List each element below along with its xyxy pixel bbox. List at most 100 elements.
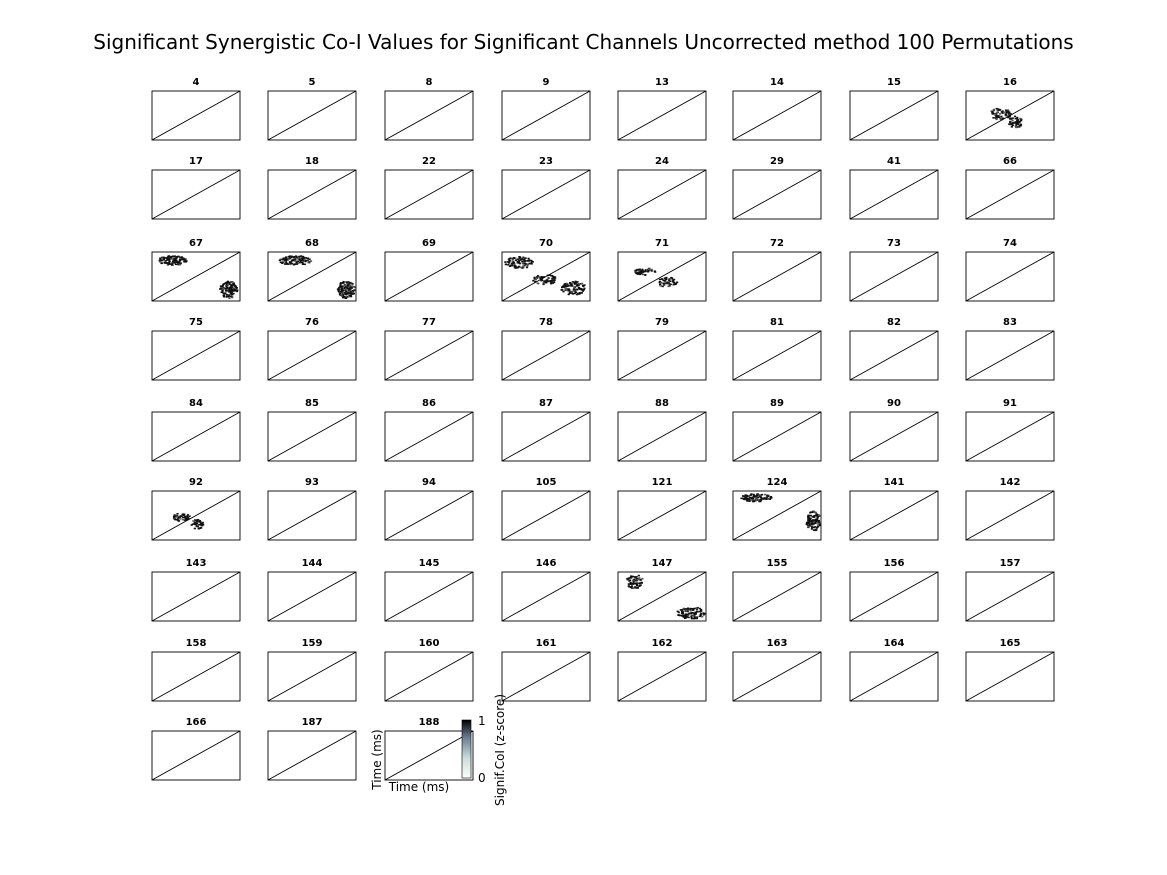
diagonal-line [384, 411, 474, 462]
panel-title: 70 [539, 238, 553, 249]
panel-162: 162 [617, 638, 707, 702]
significant-pixel [192, 520, 195, 522]
panel-title: 86 [422, 398, 436, 409]
significant-pixel [231, 284, 234, 287]
significant-pixel [661, 285, 664, 288]
significant-pixel [818, 523, 821, 525]
significant-pixel [813, 515, 816, 517]
significant-pixel [751, 496, 754, 499]
significant-pixel [168, 260, 171, 262]
significant-pixel [228, 282, 231, 284]
significant-pixel [1008, 115, 1011, 118]
significant-pixel [222, 295, 226, 298]
significant-pixel [504, 263, 507, 266]
significant-pixel [746, 495, 749, 498]
significant-pixel [700, 610, 703, 612]
significant-pixel [636, 268, 639, 271]
significant-pixel [664, 279, 667, 282]
significant-pixel [342, 296, 345, 299]
significant-pixel [647, 270, 650, 273]
significant-pixel [523, 262, 526, 265]
significant-pixel [512, 257, 515, 259]
panel-94: 94 [384, 477, 474, 541]
significant-pixel [166, 262, 169, 264]
significant-pixel [998, 113, 1002, 115]
panel-frame [151, 490, 241, 541]
significant-pixel [810, 522, 813, 524]
panel-146: 146 [501, 558, 591, 622]
significant-pixel [299, 261, 302, 264]
significant-pixel [813, 519, 816, 521]
significant-pixel [230, 290, 233, 292]
significant-pixel [181, 516, 185, 519]
significant-pixel [158, 260, 162, 263]
significant-pixel [526, 259, 529, 262]
significant-pixel [631, 575, 635, 578]
diagonal-line [384, 490, 474, 541]
significant-pixel [173, 262, 176, 264]
significant-pixel [694, 612, 697, 615]
significant-pixel [175, 256, 178, 258]
panel-87: 87 [501, 398, 591, 462]
significant-pixel [342, 280, 345, 283]
significant-pixel [634, 579, 637, 582]
significant-pixel [761, 493, 764, 496]
significant-pixel [231, 293, 234, 296]
significant-pixel [812, 516, 815, 518]
significant-pixel [631, 583, 634, 585]
significant-pixel [530, 262, 533, 265]
panel-frame [849, 90, 939, 141]
significant-pixel [564, 287, 567, 289]
significant-pixel [234, 285, 237, 287]
significant-pixel [340, 288, 343, 290]
significant-pixel [669, 283, 672, 286]
significant-pixel [759, 495, 762, 497]
significant-pixel [658, 278, 661, 281]
significant-pixel [691, 612, 694, 614]
significant-pixel [292, 263, 295, 266]
significant-pixel [347, 281, 350, 283]
significant-pixel [169, 263, 172, 265]
significant-pixel [279, 258, 282, 261]
panel-124: 124 [732, 477, 822, 541]
colorbar-tick: 1 [478, 714, 486, 728]
panel-title: 17 [189, 156, 203, 167]
diagonal-line [849, 251, 939, 302]
significant-pixel [548, 274, 551, 276]
significant-pixel [688, 612, 691, 615]
panel-frame [151, 411, 241, 462]
significant-pixel [665, 282, 668, 285]
significant-pixel [673, 282, 676, 285]
significant-pixel [564, 285, 567, 288]
significant-pixel [159, 257, 162, 260]
significant-pixel [514, 267, 517, 269]
significant-pixel [227, 295, 230, 298]
significant-pixel [567, 285, 570, 287]
panel-title: 16 [1003, 77, 1017, 88]
panel-frame [267, 411, 357, 462]
diagonal-line [617, 251, 707, 302]
significant-pixel [628, 580, 631, 582]
significant-pixel [562, 290, 565, 293]
significant-pixel [283, 263, 287, 265]
significant-pixel [337, 290, 340, 292]
significant-pixel [219, 285, 223, 287]
significant-pixel [694, 611, 697, 614]
significant-pixel [749, 494, 752, 496]
panel-title: 90 [887, 398, 901, 409]
panel-frame [965, 651, 1055, 702]
significant-pixel [992, 109, 995, 111]
significant-pixel [689, 609, 692, 611]
significant-pixel [814, 512, 817, 514]
significant-pixel [528, 262, 531, 265]
significant-pixel [1005, 114, 1008, 117]
significant-pixel [296, 256, 299, 258]
significant-pixel [700, 609, 703, 611]
panel-frame [617, 330, 707, 381]
significant-pixel [569, 282, 572, 284]
panel-frame [384, 90, 474, 141]
panel-89: 89 [732, 398, 822, 462]
diagonal-line [732, 90, 822, 141]
significant-pixel [677, 614, 680, 616]
significant-pixel [219, 286, 223, 288]
